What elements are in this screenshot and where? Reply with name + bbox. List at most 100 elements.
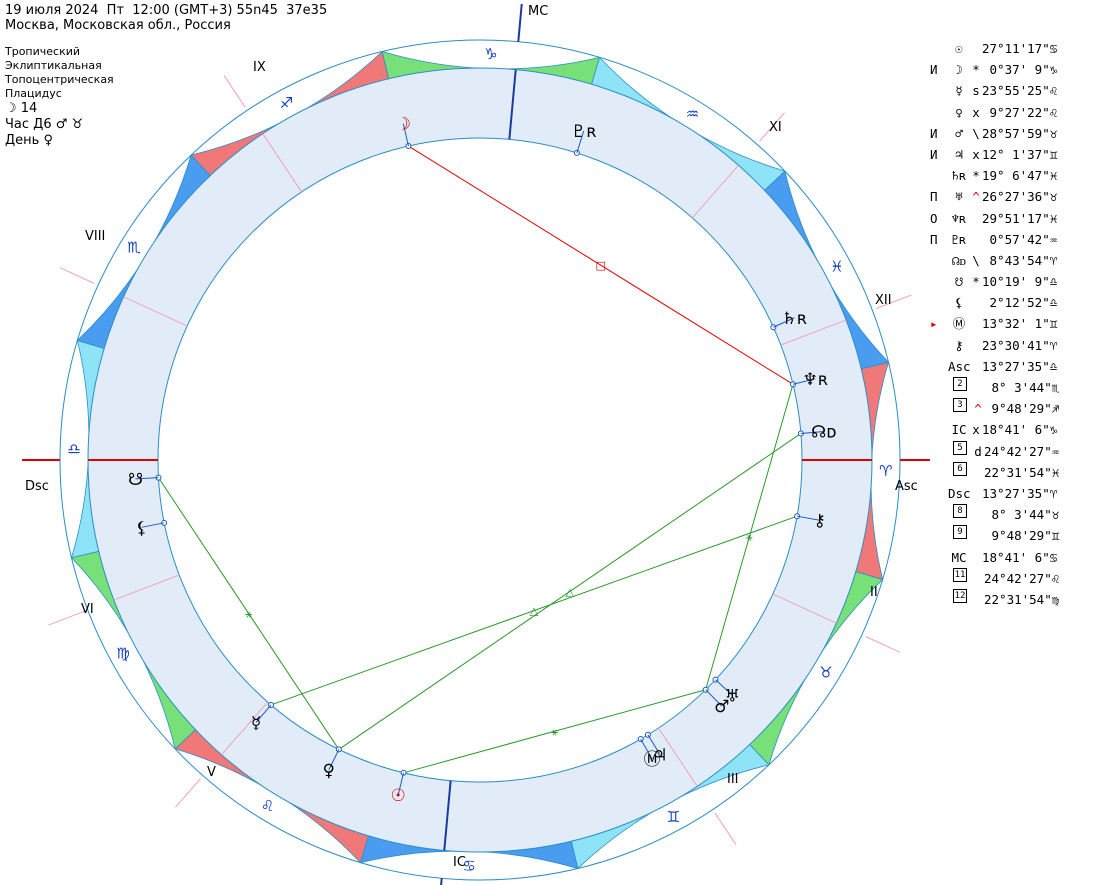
lilith-glyph[interactable]: ⚸ [135, 518, 147, 538]
house-cusp-tick [223, 75, 246, 108]
row-prefix [930, 250, 948, 271]
chiron-glyph[interactable]: ⚷ [813, 511, 825, 531]
degree-value: 0°57'42" [982, 231, 1050, 247]
point-glyph: IC [951, 422, 967, 438]
position-row[interactable]: П ♇ʀ 0°57'42" ♒ [930, 229, 1059, 250]
degree-value: 23°30'41" [982, 337, 1050, 353]
coordinate-system: Эклиптикальная [5, 59, 102, 72]
position-row[interactable]: 3 ^ 9°48'29" ♐ [930, 398, 1059, 419]
sign-glyph: ♓ [1049, 210, 1058, 226]
row-prefix: О [930, 210, 938, 226]
mc-ic-axis [508, 69, 517, 140]
sign-glyph: ♎ [1049, 274, 1058, 290]
jupiter-glyph[interactable]: ♃ [652, 745, 667, 765]
lilith-connector [141, 522, 165, 528]
aspect-mark [970, 292, 982, 313]
position-row[interactable]: ▸ Ⓜ 13°32' 1" ♊ [930, 313, 1059, 334]
house-number-box: 6 [953, 461, 967, 476]
position-row[interactable]: 2 8° 3'44" ♏ [930, 377, 1059, 398]
position-row[interactable]: 6 22°31'54" ♓ [930, 461, 1060, 483]
position-row[interactable]: IC x 18°41' 6" ♑ [930, 419, 1059, 440]
position-row[interactable]: ⚷ 23°30'41" ♈ [930, 335, 1059, 356]
neptune-glyph[interactable]: ♆ʀ [803, 370, 829, 390]
house-cusp-tick [59, 267, 95, 284]
position-row[interactable]: Dsc 13°27'35" ♈ [930, 483, 1059, 504]
position-row[interactable]: ⚸ 2°12'52" ♎ [930, 292, 1059, 313]
aspect-mark [972, 525, 984, 546]
place-name: Москва, Московская обл., Россия [5, 18, 231, 33]
row-prefix [930, 398, 948, 419]
row-prefix [930, 271, 948, 292]
degree-value: 13°27'35" [982, 358, 1050, 374]
south-node-connector [135, 477, 159, 480]
house-label-iii: III [727, 772, 739, 787]
degree-value: 29°51'17" [982, 210, 1050, 226]
position-row[interactable]: О ♆ʀ 29°51'17" ♓ [930, 208, 1059, 229]
sun-glyph[interactable]: ☉ [390, 786, 405, 806]
position-row[interactable]: ☋ * 10°19' 9" ♎ [930, 271, 1059, 292]
mars-glyph[interactable]: ♂ [714, 697, 729, 717]
degree-value: 2°12'52" [982, 295, 1050, 311]
house-cusp [691, 164, 739, 219]
house-cusp-tick [875, 294, 912, 310]
sign-glyph: ♒ [1049, 231, 1058, 247]
position-row[interactable]: 8 8° 3'44" ♉ [930, 504, 1059, 525]
chiron-connector [796, 515, 820, 521]
sign-glyph: ♐ [1051, 401, 1060, 417]
position-row[interactable]: И ♃ x 12° 1'37" ♊ [930, 144, 1059, 165]
house-cusp-tick [714, 812, 737, 845]
aspect-mark: * [972, 168, 980, 184]
position-row[interactable]: 11 24°42'27" ♌ [930, 567, 1060, 589]
node-glyph[interactable]: ☊ᴅ [811, 423, 836, 443]
mercury-glyph[interactable]: ☿ [251, 713, 261, 733]
house-cusp [221, 701, 269, 756]
house-cusp-tick [865, 636, 901, 653]
moon-connector [402, 123, 409, 147]
position-row[interactable]: ☉ 27°11'17" ♋ [930, 38, 1059, 59]
aspect-mark: x [972, 104, 980, 120]
aspect-mark [972, 462, 984, 483]
mars-connector [705, 689, 723, 707]
aspect-mark: ^ [972, 189, 980, 205]
house-number-box: 9 [953, 525, 967, 540]
sign-glyph: ♒ [686, 105, 699, 123]
sign-glyph: ♓ [830, 258, 843, 276]
house-label-ix: IX [253, 60, 266, 75]
position-row[interactable]: И ♂ \ 28°57'59" ♉ [930, 123, 1059, 144]
saturn-glyph[interactable]: ♄ʀ [782, 309, 808, 329]
sign-glyph: ♍ [116, 644, 129, 662]
aspect-mark [972, 568, 984, 589]
position-row[interactable]: MC 18°41' 6" ♋ [930, 547, 1059, 568]
house-cusp-tick [759, 112, 785, 142]
position-row[interactable]: 12 22°31'54" ♍ [930, 588, 1059, 610]
position-row[interactable]: ♄ʀ * 19° 6'47" ♓ [930, 165, 1059, 186]
fortune-glyph[interactable]: Ⓜ [644, 750, 661, 770]
sign-glyph: ♓ [1051, 464, 1060, 480]
position-row[interactable]: ☊ᴅ \ 8°43'54" ♈ [930, 250, 1059, 271]
aspect-mark: * [972, 62, 980, 78]
house-cusp [113, 574, 180, 601]
position-row[interactable]: П ♅ ^ 26°27'36" ♉ [930, 186, 1059, 207]
mc-ic-axis [517, 3, 523, 42]
point-glyph: ☿ [955, 83, 963, 99]
position-row[interactable]: 5 d 24°42'27" ♒ [930, 440, 1059, 462]
position-row[interactable]: 9 9°48'29" ♊ [930, 525, 1059, 546]
position-row[interactable]: Asc 13°27'35" ♎ [930, 356, 1059, 377]
uranus-glyph[interactable]: ♅ [725, 686, 740, 706]
row-prefix: И [930, 62, 938, 78]
pluto-glyph[interactable]: ♇ʀ [571, 122, 597, 142]
position-row[interactable]: ♀ x 9°27'22" ♌ [930, 102, 1059, 123]
venus-glyph[interactable]: ♀ [323, 761, 335, 781]
sign-glyph: ♏ [127, 239, 141, 257]
aspect-symbol: ⚹ [245, 608, 252, 621]
position-row[interactable]: ☿ s 23°55'25" ♌ [930, 80, 1059, 101]
moon-glyph[interactable]: ☽ [396, 115, 411, 135]
point-glyph: ☊ᴅ [951, 252, 967, 268]
position-row[interactable]: И ☽ * 0°37' 9" ♑ [930, 59, 1059, 80]
south-node-glyph[interactable]: ☋ [128, 470, 143, 490]
house-number-box: 5 [953, 440, 967, 455]
degree-value: 24°42'27" [984, 570, 1052, 586]
sign-glyph: ♌ [1051, 570, 1060, 586]
point-glyph: Asc [948, 358, 971, 374]
row-prefix [930, 165, 948, 186]
